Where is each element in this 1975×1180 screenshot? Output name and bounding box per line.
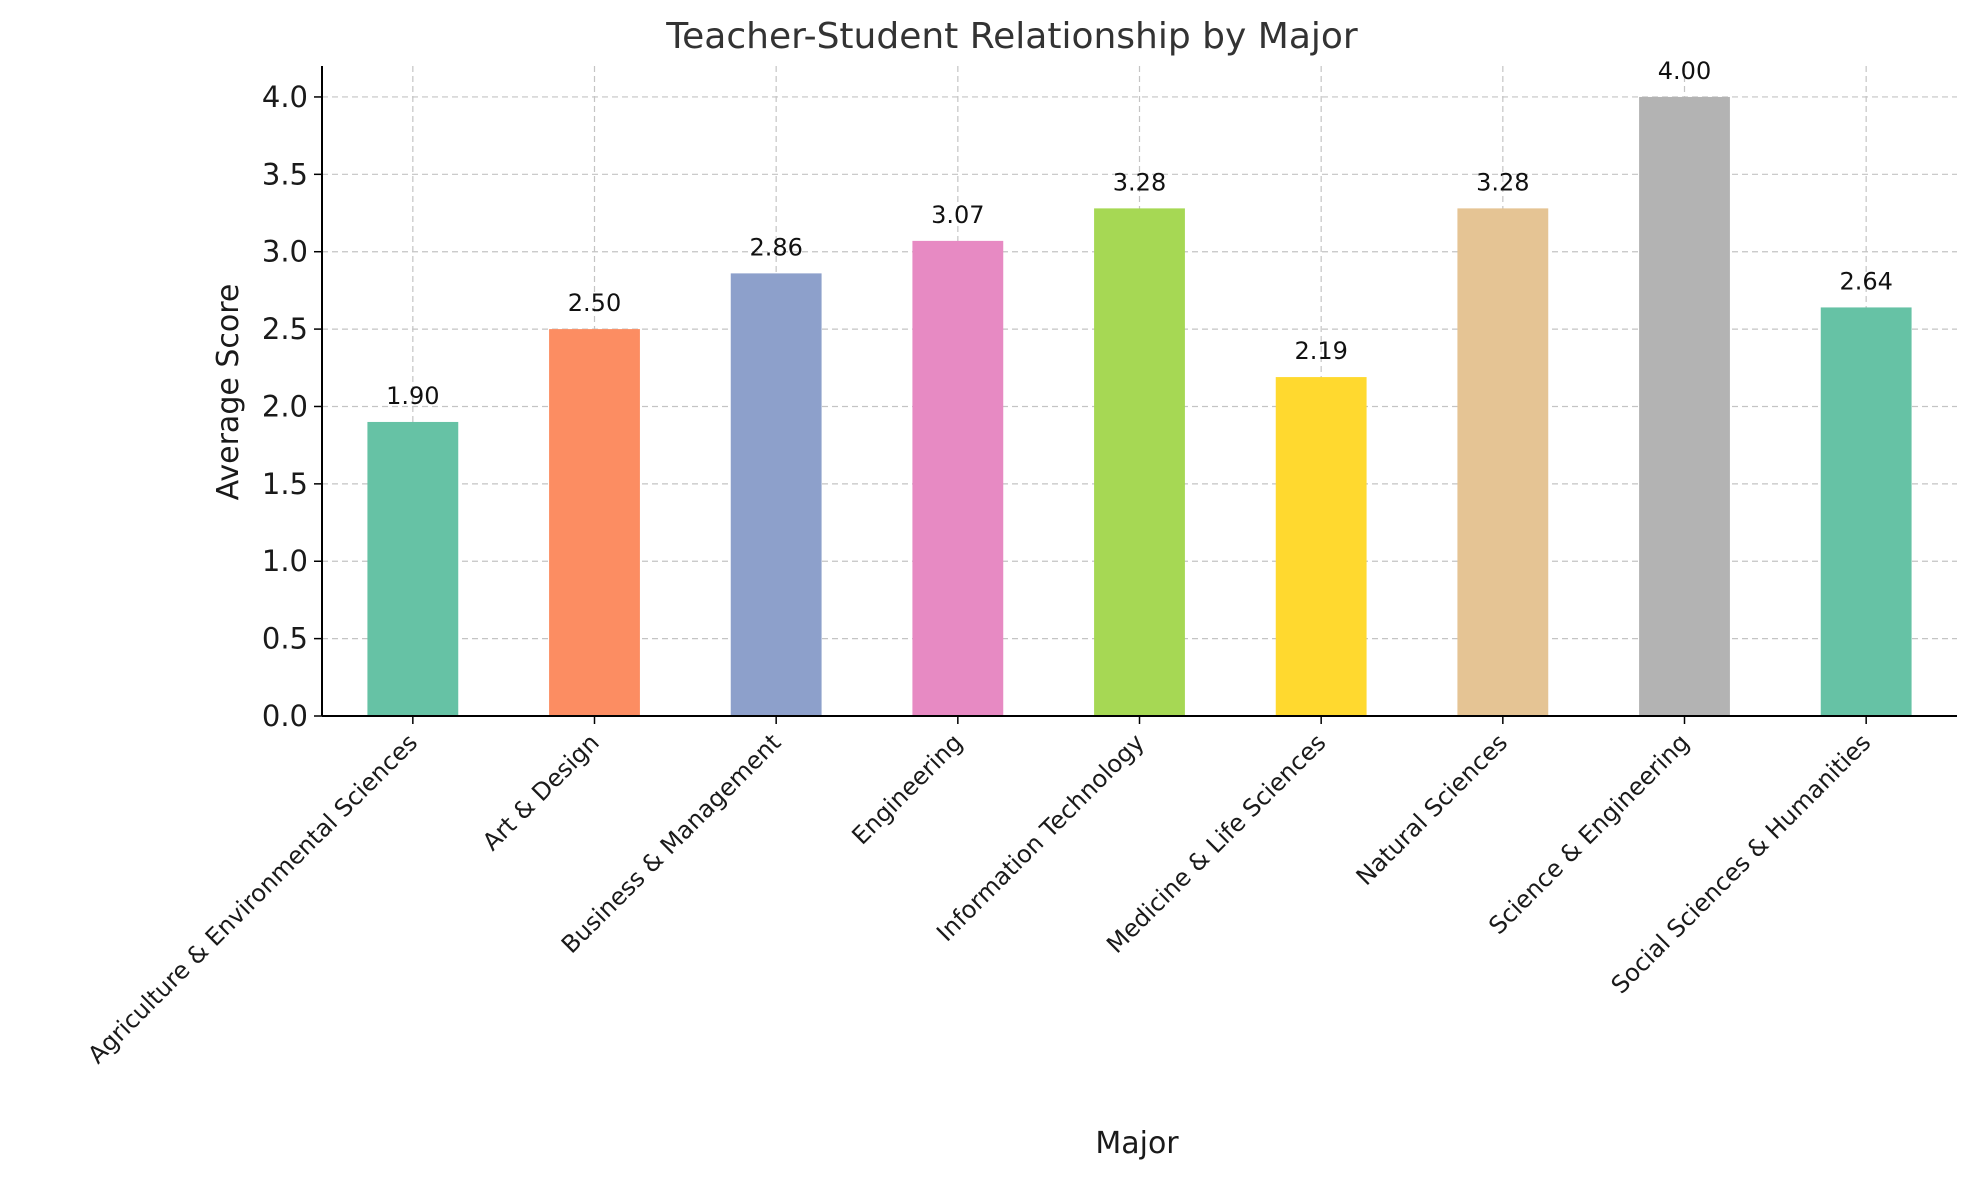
y-axis-label: Average Score bbox=[211, 284, 246, 501]
x-tick-label: Engineering bbox=[846, 728, 968, 850]
bar bbox=[1275, 377, 1367, 716]
bar-value-label: 4.00 bbox=[1658, 57, 1711, 85]
y-tick-label: 2.5 bbox=[262, 312, 308, 346]
bar-value-label: 1.90 bbox=[386, 382, 439, 410]
bar bbox=[367, 421, 459, 716]
x-tick-label: Science & Engineering bbox=[1483, 728, 1694, 939]
bar bbox=[1457, 208, 1549, 716]
bar bbox=[912, 240, 1004, 716]
bar-value-label: 3.28 bbox=[1113, 168, 1166, 196]
bar-value-label: 3.07 bbox=[931, 201, 984, 229]
bar-value-label: 2.50 bbox=[568, 289, 621, 317]
bar-value-label: 2.19 bbox=[1294, 337, 1347, 365]
x-tick-label: Medicine & Life Sciences bbox=[1101, 728, 1331, 958]
x-tick-label: Natural Sciences bbox=[1351, 728, 1513, 890]
y-tick-label: 0.5 bbox=[262, 622, 308, 656]
y-tick-label: 3.0 bbox=[262, 235, 308, 269]
chart-title: Teacher-Student Relationship by Major bbox=[665, 16, 1358, 57]
x-tick-label: Art & Design bbox=[477, 728, 605, 856]
x-axis-label: Major bbox=[1095, 1126, 1179, 1161]
bar-value-label: 2.64 bbox=[1839, 267, 1892, 295]
bar bbox=[1639, 96, 1730, 716]
value-labels: 1.90 2.50 2.86 3.07 3.28 2.19 3.28 4.00 2.64 bbox=[386, 57, 1893, 410]
bar-value-label: 2.86 bbox=[749, 233, 802, 261]
y-tick-label: 1.0 bbox=[262, 544, 308, 578]
y-tick-label: 0.0 bbox=[262, 699, 308, 733]
bar bbox=[1820, 307, 1912, 716]
bar bbox=[549, 329, 640, 716]
bars bbox=[367, 96, 1912, 716]
bar-value-label: 3.28 bbox=[1476, 168, 1529, 196]
bar bbox=[730, 273, 822, 716]
x-tick-label: Agriculture & Environmental Sciences bbox=[82, 728, 423, 1069]
x-tick-label: Business & Management bbox=[556, 728, 786, 958]
y-tick-label: 1.5 bbox=[262, 467, 308, 501]
y-tick-label: 3.5 bbox=[262, 157, 308, 191]
y-tick-label: 2.0 bbox=[262, 389, 308, 423]
x-tick-label: Information Technology bbox=[931, 728, 1149, 946]
y-tick-label: 4.0 bbox=[262, 80, 308, 114]
bar bbox=[1094, 208, 1185, 716]
axes bbox=[314, 66, 1957, 724]
